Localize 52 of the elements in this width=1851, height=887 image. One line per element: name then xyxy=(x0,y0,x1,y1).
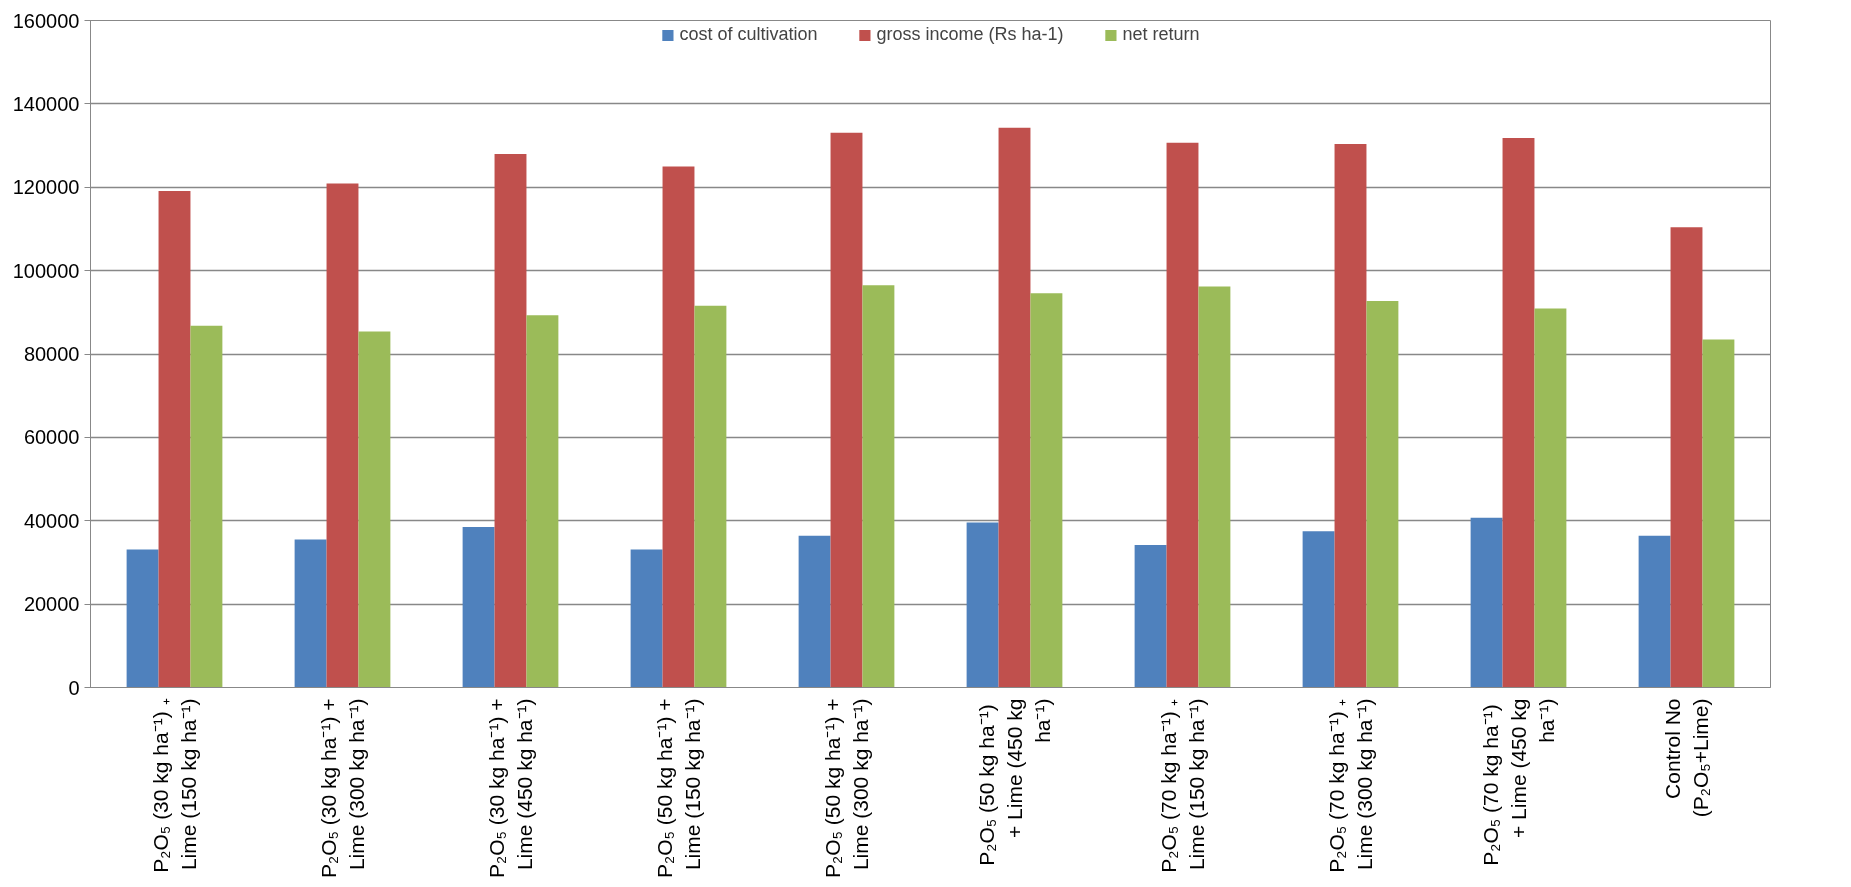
x-tick-label: P₂O₅ (70 kg ha⁻¹) ₊ Lime (300 kg ha⁻¹) xyxy=(1325,698,1376,873)
bar xyxy=(862,285,895,688)
bar xyxy=(966,522,999,688)
y-tick-label: 80000 xyxy=(23,343,80,365)
bar xyxy=(1198,286,1231,688)
x-tick-label: P₂O₅ (70 kg ha⁻¹) ₊ Lime (150 kg ha⁻¹) xyxy=(1157,698,1208,873)
y-tick-label: 40000 xyxy=(23,509,80,532)
y-tick-label: 140000 xyxy=(12,92,80,115)
y-tick-label: 60000 xyxy=(23,426,80,449)
bar xyxy=(1470,517,1503,688)
x-tick-label: P₂O₅ (50 kg ha⁻¹) + Lime (150 kg ha⁻¹) xyxy=(653,698,704,878)
bar xyxy=(158,191,191,688)
bar xyxy=(1030,293,1063,688)
bar xyxy=(1166,142,1199,688)
x-tick-label: P₂O₅ (50 kg ha⁻¹) + Lime (300 kg ha⁻¹) xyxy=(821,698,872,878)
y-tick-label: 120000 xyxy=(12,176,80,199)
bar xyxy=(798,535,831,688)
bar xyxy=(1534,308,1567,688)
legend-label: gross income (Rs ha-1) xyxy=(876,24,1064,45)
bar xyxy=(694,305,727,688)
bar xyxy=(494,153,527,688)
x-tick-label: Control No (P₂O₅+Lime) xyxy=(1661,698,1712,818)
bar xyxy=(294,539,327,688)
bar xyxy=(1302,531,1335,688)
x-tick-label: P₂O₅ (30 kg ha⁻¹) + Lime (450 kg ha⁻¹) xyxy=(485,698,536,878)
bar xyxy=(998,127,1031,688)
y-tick-label: 0 xyxy=(68,676,80,699)
bar xyxy=(1670,227,1703,688)
bar xyxy=(1702,339,1735,688)
x-tick-label: P₂O₅ (50 kg ha⁻¹) + Lime (450 kg ha⁻¹) xyxy=(975,698,1054,866)
bar xyxy=(462,527,495,688)
bar xyxy=(1334,143,1367,688)
legend-label: cost of cultivation xyxy=(679,24,818,45)
bar xyxy=(1638,535,1671,688)
x-tick-label: P₂O₅ (30 kg ha⁻¹) + Lime (300 kg ha⁻¹) xyxy=(317,698,368,878)
bar xyxy=(830,132,863,688)
bar xyxy=(190,325,223,688)
bar xyxy=(662,166,695,688)
y-tick-label: 20000 xyxy=(23,593,80,616)
bar xyxy=(1366,301,1399,688)
bar xyxy=(358,331,391,688)
legend-label: net return xyxy=(1122,24,1200,45)
y-tick-label: 160000 xyxy=(12,9,80,32)
bar xyxy=(1502,138,1535,688)
y-tick-label: 100000 xyxy=(12,259,80,282)
x-tick-label: P₂O₅ (70 kg ha⁻¹) + Lime (450 kg ha⁻¹) xyxy=(1479,698,1558,866)
bar xyxy=(1134,544,1167,688)
bar xyxy=(126,549,159,688)
bar xyxy=(526,315,559,688)
bar xyxy=(326,183,359,688)
x-tick-label: P₂O₅ (30 kg ha⁻¹) ₊ Lime (150 kg ha⁻¹) xyxy=(149,698,200,873)
bar xyxy=(630,549,663,688)
